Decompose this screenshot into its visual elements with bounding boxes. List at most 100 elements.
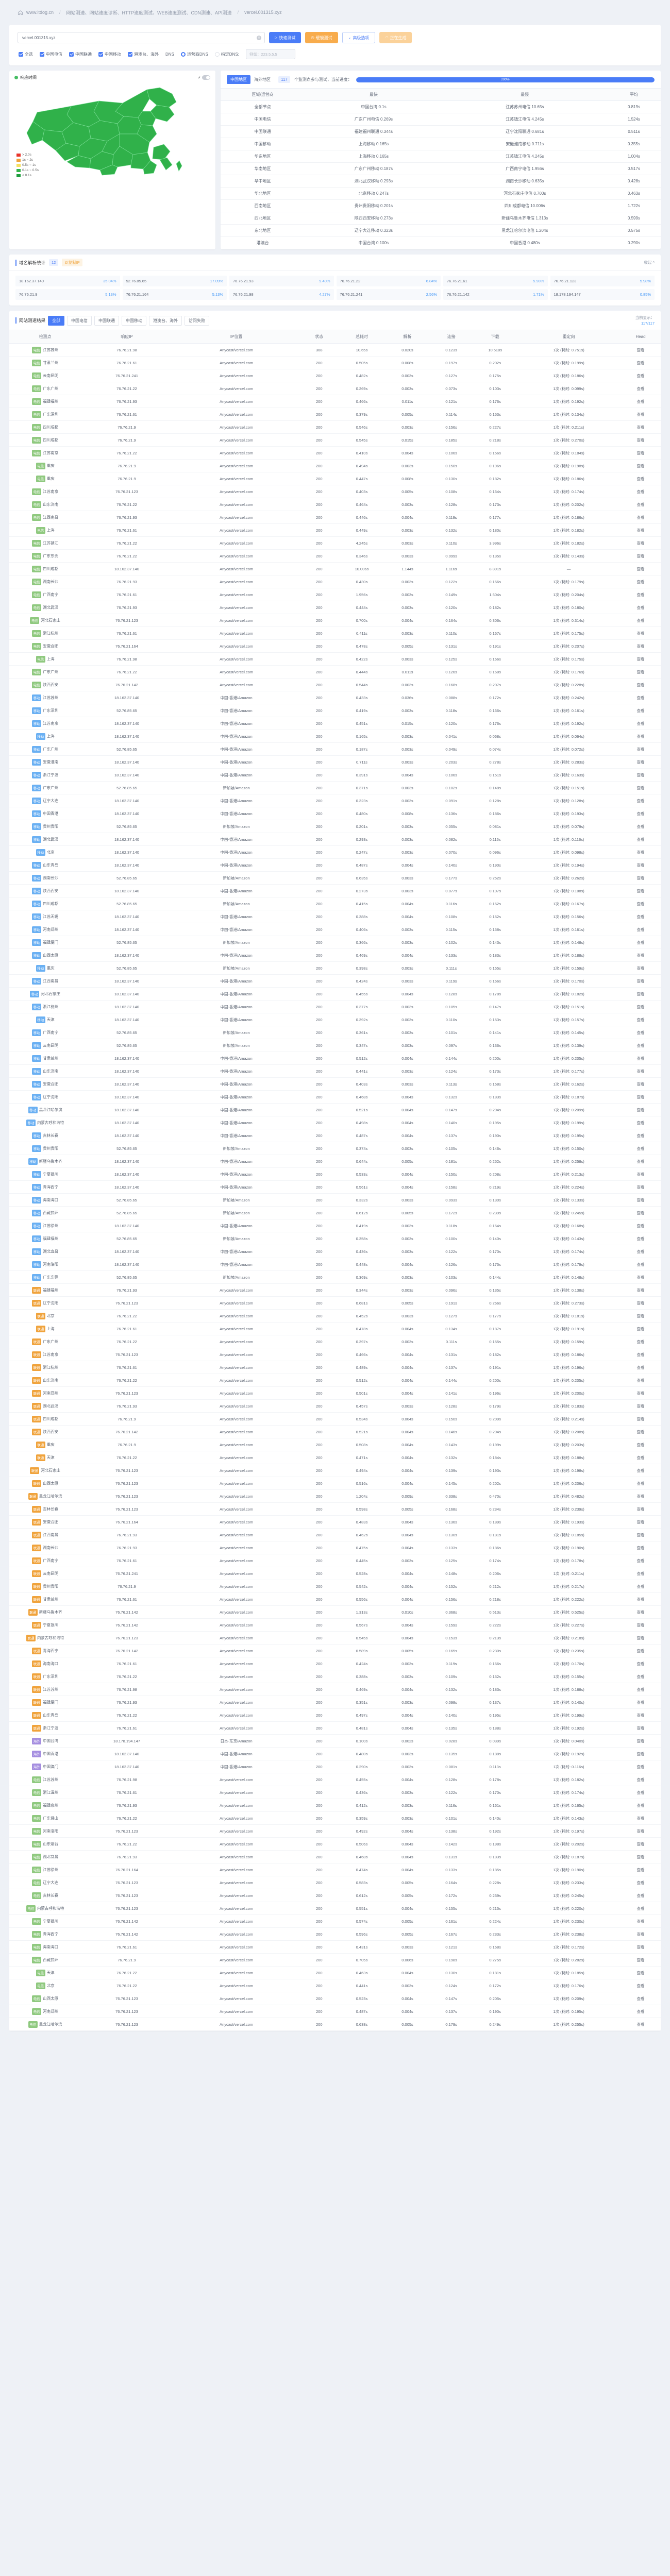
cell-head-view[interactable]: 查看	[620, 1502, 661, 1516]
cell-head-view[interactable]: 查看	[620, 1039, 661, 1052]
cell-head-view[interactable]: 查看	[620, 1489, 661, 1503]
cell-head-view[interactable]: 查看	[620, 408, 661, 421]
cell-head-view[interactable]: 查看	[620, 1000, 661, 1013]
ip-cell[interactable]: 76.76.21.22 6.84%	[336, 276, 441, 286]
table-row[interactable]: 移动 中国香港 18.162.37.140 中国-香港/Amazon 200 0.480s…	[9, 807, 661, 820]
cell-head-view[interactable]: 查看	[620, 1515, 661, 1529]
cell-head-view[interactable]: 查看	[620, 1683, 661, 1696]
cell-head-view[interactable]: 查看	[620, 1219, 661, 1232]
cell-head-view[interactable]: 查看	[620, 691, 661, 704]
cell-head-view[interactable]: 查看	[620, 523, 661, 537]
cell-head-view[interactable]: 查看	[620, 1605, 661, 1619]
table-row[interactable]: 电信 山东烟台 76.76.21.22 Anycast/vercel.com 200 0.…	[9, 1837, 661, 1851]
search-input[interactable]: vercel.001315.xyz ✕	[18, 32, 265, 43]
table-row[interactable]: 电信 黑龙江哈尔滨 76.76.21.123 Anycast/vercel.com 20…	[9, 2018, 661, 2031]
cell-head-view[interactable]: 查看	[620, 1567, 661, 1580]
table-row[interactable]: 海外 中国台湾 18.178.194.147 日本-东京/Amazon 200 0.100…	[9, 1734, 661, 1748]
ip-cell[interactable]: 76.76.21.241 2.56%	[336, 289, 441, 300]
tab-overseas[interactable]: 海外地区	[254, 77, 271, 82]
cell-head-view[interactable]: 查看	[620, 678, 661, 691]
table-row[interactable]: 移动 辽宁沈阳 18.162.37.140 中国-香港/Amazon 200 0.468s…	[9, 1090, 661, 1104]
cell-head-view[interactable]: 查看	[620, 1090, 661, 1104]
advanced-options-button[interactable]: ⌄ 高级选项	[342, 32, 376, 43]
checkbox-overseas[interactable]: 港澳台、海外	[128, 52, 159, 57]
fast-test-button[interactable]: ▷ 快速测试	[269, 32, 301, 43]
table-row[interactable]: 联通 广东广州 76.76.21.22 Anycast/vercel.com 200 0.…	[9, 1335, 661, 1348]
checkbox-telecom[interactable]: 中国电信	[40, 52, 62, 57]
cell-head-view[interactable]: 查看	[620, 459, 661, 472]
cell-head-view[interactable]: 查看	[620, 652, 661, 666]
table-row[interactable]: 移动 内蒙古呼和浩特 18.162.37.140 中国-香港/Amazon 200 0.4…	[9, 1116, 661, 1129]
table-row[interactable]: 电信 河南郑州 76.76.21.123 Anycast/vercel.com 200 0…	[9, 2005, 661, 2018]
cell-head-view[interactable]: 查看	[620, 562, 661, 575]
cell-head-view[interactable]: 查看	[620, 1232, 661, 1245]
table-row[interactable]: 移动 新疆乌鲁木齐 18.162.37.140 中国-香港/Amazon 200 0.64…	[9, 1155, 661, 1168]
cell-head-view[interactable]: 查看	[620, 961, 661, 975]
checkbox-mobile[interactable]: 中国移动	[98, 52, 121, 57]
table-row[interactable]: 移动 云南昆明 52.76.85.65 新加坡/Amazon 200 0.347s 0.00…	[9, 1039, 661, 1052]
map-mode-toggle[interactable]: ⚡	[198, 75, 210, 80]
table-row[interactable]: 移动 青海西宁 18.162.37.140 中国-香港/Amazon 200 0.561s…	[9, 1180, 661, 1194]
table-row[interactable]: 联通 浙江宁波 76.76.21.61 Anycast/vercel.com 200 0.…	[9, 1721, 661, 1735]
table-row[interactable]: 移动 湖南长沙 52.76.85.65 新加坡/Amazon 200 0.635s 0.00…	[9, 871, 661, 885]
table-row[interactable]: 电信 宁夏银川 76.76.21.142 Anycast/vercel.com 200 0…	[9, 1914, 661, 1928]
cell-head-view[interactable]: 查看	[620, 498, 661, 511]
cell-head-view[interactable]: 查看	[620, 1889, 661, 1902]
cell-head-view[interactable]: 查看	[620, 1425, 661, 1438]
table-row[interactable]: 联通 吉林长春 76.76.21.123 Anycast/vercel.com 200 0…	[9, 1502, 661, 1516]
cell-head-view[interactable]: 查看	[620, 356, 661, 369]
cell-head-view[interactable]: 查看	[620, 1773, 661, 1786]
cell-head-view[interactable]: 查看	[620, 1979, 661, 1992]
checkbox-select-all[interactable]: 全选	[19, 52, 33, 57]
cell-head-view[interactable]: 查看	[620, 923, 661, 936]
table-row[interactable]: 联通 广东深圳 76.76.21.22 Anycast/vercel.com 200 0.…	[9, 1670, 661, 1683]
cell-head-view[interactable]: 查看	[620, 614, 661, 627]
cell-head-view[interactable]: 查看	[620, 742, 661, 756]
cell-head-view[interactable]: 查看	[620, 1193, 661, 1207]
cell-head-view[interactable]: 查看	[620, 730, 661, 743]
table-row[interactable]: 电信 四川成都 18.162.37.140 Anycast/vercel.com 200…	[9, 562, 661, 575]
ip-cell[interactable]: 76.76.21.164 5.13%	[122, 289, 227, 300]
cell-head-view[interactable]: 查看	[620, 1914, 661, 1928]
cell-head-view[interactable]: 查看	[620, 1966, 661, 1979]
radio-isp-dns[interactable]: 运营商DNS	[180, 52, 208, 57]
table-row[interactable]: 移动 辽宁大连 18.162.37.140 中国-香港/Amazon 200 0.323s…	[9, 794, 661, 807]
table-row[interactable]: 移动 广东东莞 52.76.85.65 新加坡/Amazon 200 0.369s 0.00…	[9, 1270, 661, 1284]
table-row[interactable]: 电信 甘肃兰州 76.76.21.61 Anycast/vercel.com 200 0.…	[9, 356, 661, 369]
cell-head-view[interactable]: 查看	[620, 1013, 661, 1026]
cell-head-view[interactable]: 查看	[620, 1708, 661, 1722]
cell-head-view[interactable]: 查看	[620, 858, 661, 872]
table-row[interactable]: 移动 重庆 52.76.85.65 新加坡/Amazon 200 0.398s 0.003s…	[9, 961, 661, 975]
table-row[interactable]: 电信 重庆 76.76.21.9 Anycast/vercel.com 200 0.494…	[9, 459, 661, 472]
cell-head-view[interactable]: 查看	[620, 1618, 661, 1632]
table-row[interactable]: 电信 安徽合肥 76.76.21.164 Anycast/vercel.com 200 0…	[9, 639, 661, 653]
copy-ip-button[interactable]: ⧉ 复制IP	[62, 259, 82, 266]
cell-head-view[interactable]: 查看	[620, 1696, 661, 1709]
cell-head-view[interactable]: 查看	[620, 2005, 661, 2018]
tab-mobile[interactable]: 中国移动	[122, 315, 147, 326]
table-row[interactable]: 电信 福建泉州 76.76.21.93 Anycast/vercel.com 200 0.…	[9, 1799, 661, 1812]
tab-overseas[interactable]: 港澳台、海外	[149, 315, 182, 326]
cell-head-view[interactable]: 查看	[620, 1283, 661, 1297]
cell-head-view[interactable]: 查看	[620, 781, 661, 794]
cell-head-view[interactable]: 查看	[620, 433, 661, 447]
table-row[interactable]: 电信 上海 76.76.21.98 Anycast/vercel.com 200 0.42…	[9, 652, 661, 666]
table-row[interactable]: 电信 广东广州 76.76.21.22 Anycast/vercel.com 200 0.…	[9, 382, 661, 395]
cell-head-view[interactable]: 查看	[620, 446, 661, 460]
table-row[interactable]: 联通 四川成都 76.76.21.9 Anycast/vercel.com 200 0.5…	[9, 1412, 661, 1426]
table-row[interactable]: 电信 浙江温州 76.76.21.61 Anycast/vercel.com 200 0.…	[9, 1786, 661, 1799]
table-row[interactable]: 移动 江苏南京 18.162.37.140 中国-香港/Amazon 200 0.451s…	[9, 717, 661, 730]
cell-head-view[interactable]: 查看	[620, 1077, 661, 1091]
table-row[interactable]: 电信 湖北武汉 76.76.21.93 Anycast/vercel.com 200 0.…	[9, 601, 661, 614]
cell-head-view[interactable]: 查看	[620, 845, 661, 859]
table-row[interactable]: 移动 河北石家庄 18.162.37.140 中国-香港/Amazon 200 0.455…	[9, 987, 661, 1001]
table-row[interactable]: 联通 河南郑州 76.76.21.123 Anycast/vercel.com 200 0…	[9, 1386, 661, 1400]
table-row[interactable]: 联通 湖南长沙 76.76.21.93 Anycast/vercel.com 200 0.…	[9, 1541, 661, 1554]
cell-head-view[interactable]: 查看	[620, 1374, 661, 1387]
ip-cell[interactable]: 18.162.37.140 35.04%	[15, 276, 120, 286]
table-row[interactable]: 电信 山西太原 76.76.21.123 Anycast/vercel.com 200 0…	[9, 1992, 661, 2005]
cell-head-view[interactable]: 查看	[620, 1670, 661, 1683]
table-row[interactable]: 移动 山东济南 18.162.37.140 中国-香港/Amazon 200 0.441s…	[9, 1064, 661, 1078]
table-row[interactable]: 联通 陕西西安 76.76.21.142 Anycast/vercel.com 200 0…	[9, 1425, 661, 1438]
table-row[interactable]: 联通 海南海口 76.76.21.61 Anycast/vercel.com 200 0.…	[9, 1657, 661, 1670]
